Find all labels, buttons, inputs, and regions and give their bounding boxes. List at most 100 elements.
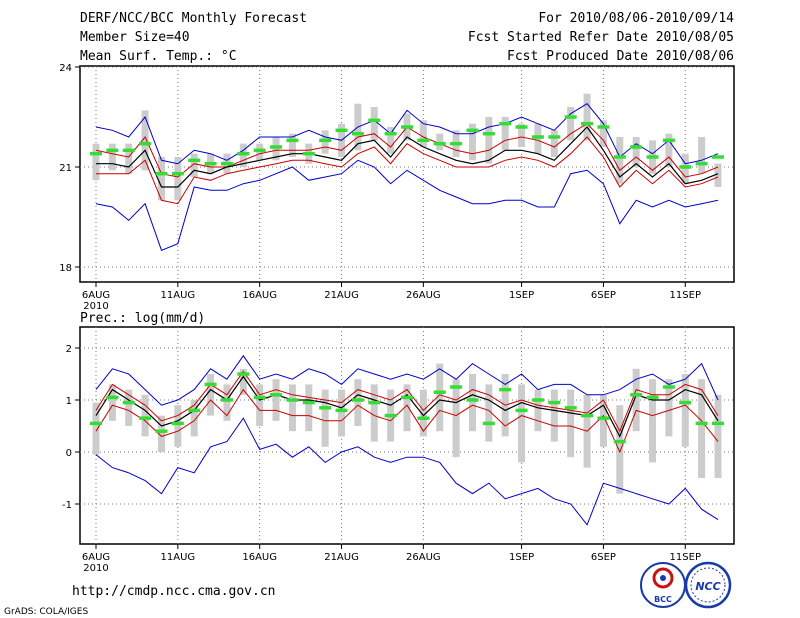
x-tick-label: 21AUG xyxy=(324,290,359,301)
fcst-produced-label: Fcst Produced Date 2010/08/06 xyxy=(507,49,734,64)
series-line-lower xyxy=(96,136,719,205)
x-tick-label: 6AUG xyxy=(82,552,110,563)
series-line-ensemble_mean xyxy=(96,126,719,188)
x-tick-label: 1SEP xyxy=(509,552,534,563)
ensemble-box xyxy=(419,120,427,147)
ensemble-box xyxy=(567,107,575,141)
ensemble-box xyxy=(223,384,231,421)
ensemble-box xyxy=(141,394,149,437)
fcst-started-label: Fcst Started Refer Date 2010/08/05 xyxy=(468,30,734,45)
ensemble-box xyxy=(387,127,395,154)
ensemble-box xyxy=(698,379,706,478)
temperature-variable-label: Mean Surf. Temp.: °C xyxy=(80,49,237,64)
precip-variable-label: Prec.: log(mm/d) xyxy=(80,311,205,326)
member-size-label: Member Size=40 xyxy=(80,30,190,45)
source-url[interactable]: http://cmdp.ncc.cma.gov.cn xyxy=(72,584,276,599)
ncc-logo: NCC xyxy=(684,561,732,609)
ensemble-box xyxy=(616,405,624,494)
ensemble-box xyxy=(468,374,476,432)
y-tick-label: 24 xyxy=(59,63,72,74)
ensemble-box xyxy=(518,384,526,463)
ensemble-box xyxy=(403,384,411,432)
ensemble-box xyxy=(665,133,673,167)
ensemble-box xyxy=(92,143,100,181)
ensemble-box xyxy=(485,117,493,164)
plot-frame xyxy=(79,65,735,283)
year-label: 2010 xyxy=(83,563,108,574)
ensemble-box xyxy=(354,379,362,426)
ensemble-box xyxy=(436,363,444,432)
ensemble-box xyxy=(338,389,346,437)
y-tick-label: -1 xyxy=(62,500,72,511)
ensemble-box xyxy=(632,137,640,167)
ensemble-box xyxy=(714,163,722,187)
ensemble-box xyxy=(599,120,607,147)
x-tick-label: 11AUG xyxy=(161,290,196,301)
ensemble-box xyxy=(501,117,509,151)
temperature-panel: 6AUG 11AUG 16AUG 21AUG 26AUG 1SEP 6SEP 11SEP 201… xyxy=(59,63,735,312)
y-tick-label: 0 xyxy=(66,448,72,459)
series-line-upper xyxy=(95,370,719,433)
ensemble-box xyxy=(665,379,673,437)
x-tick-label: 16AUG xyxy=(242,552,277,563)
x-tick-label: 11AUG xyxy=(161,552,196,563)
ensemble-box xyxy=(272,379,280,421)
ensemble-box xyxy=(419,389,427,437)
x-tick-label: 26AUG xyxy=(406,552,441,563)
ensemble-box xyxy=(649,379,657,463)
ensemble-box xyxy=(190,153,198,177)
ensemble-box xyxy=(321,389,329,447)
x-tick-label: 26AUG xyxy=(406,290,441,301)
ensemble-box xyxy=(190,400,198,437)
plot-frame xyxy=(79,326,735,545)
series-line-ensemble_mean xyxy=(95,375,719,438)
precipitation-panel: 6AUG 11AUG 16AUG 21AUG 26AUG 1SEP 6SEP 11SEP201… xyxy=(62,326,735,574)
ensemble-box xyxy=(567,389,575,458)
x-tick-label: 21AUG xyxy=(324,552,359,563)
y-tick-label: 21 xyxy=(59,163,72,174)
ensemble-box xyxy=(125,143,133,174)
grads-credit: GrADS: COLA/IGES xyxy=(4,607,88,617)
series-line-max xyxy=(95,354,719,406)
ensemble-box xyxy=(141,110,149,171)
ensemble-box xyxy=(714,394,722,478)
year-label: 2010 xyxy=(83,301,108,312)
x-tick-label: 6AUG xyxy=(82,290,110,301)
ensemble-box xyxy=(256,384,264,426)
ensemble-box xyxy=(550,389,558,442)
ensemble-box xyxy=(207,374,215,416)
ensemble-box xyxy=(583,93,591,141)
y-tick-label: 18 xyxy=(59,263,72,274)
ensemble-box xyxy=(534,389,542,432)
y-tick-label: 1 xyxy=(66,396,72,407)
chart-title: DERF/NCC/BCC Monthly Forecast xyxy=(80,11,307,26)
ensemble-box xyxy=(616,137,624,184)
series-line-min xyxy=(95,417,719,526)
ensemble-box xyxy=(305,384,313,432)
ensemble-box xyxy=(452,379,460,458)
ensemble-box xyxy=(174,405,182,447)
ensemble-box xyxy=(468,123,476,161)
ensemble-box xyxy=(288,384,296,432)
ensemble-box xyxy=(632,368,640,432)
x-tick-label: 11SEP xyxy=(670,290,701,301)
series-line-min xyxy=(95,159,719,251)
ensemble-box xyxy=(518,123,526,147)
ensemble-box xyxy=(370,107,378,141)
ensemble-box xyxy=(125,389,133,426)
ensemble-box xyxy=(485,384,493,442)
ensemble-box xyxy=(239,368,247,395)
ensemble-box xyxy=(108,143,116,171)
bcc-logo: BCC xyxy=(640,562,686,608)
ensemble-box xyxy=(92,402,100,455)
ensemble-box xyxy=(157,415,165,452)
series-line-max xyxy=(95,103,719,165)
forecast-period-label: For 2010/08/06-2010/09/14 xyxy=(538,11,734,26)
ensemble-box xyxy=(157,157,165,201)
x-tick-label: 16AUG xyxy=(242,290,277,301)
ensemble-box xyxy=(550,130,558,157)
ensemble-box xyxy=(698,137,706,174)
x-tick-label: 6SEP xyxy=(591,552,616,563)
ensemble-box xyxy=(681,374,689,447)
